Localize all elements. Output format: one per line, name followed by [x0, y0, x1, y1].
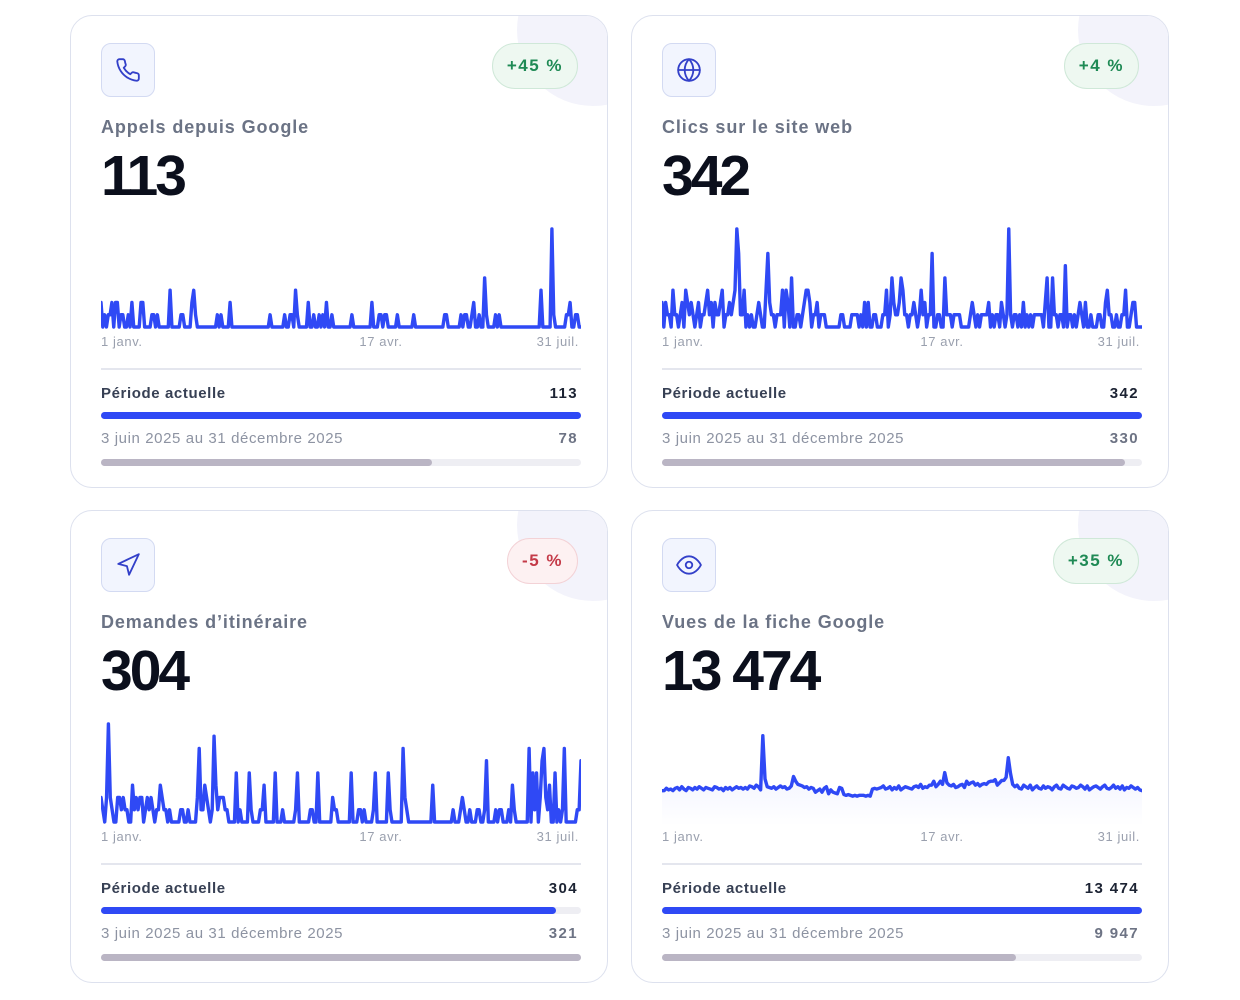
- previous-period-label: 3 juin 2025 au 31 décembre 2025: [101, 925, 344, 942]
- current-period-label: Période actuelle: [662, 880, 787, 897]
- previous-period-bar: [101, 459, 581, 466]
- card-title: Vues de la fiche Google: [662, 612, 886, 632]
- chart-svg: [101, 227, 581, 329]
- trend-badge: +4 %: [1063, 43, 1139, 89]
- line-chart: [662, 221, 1142, 331]
- card-value: 13 474: [662, 639, 821, 703]
- current-period-value: 304: [548, 880, 578, 897]
- card-profile-views: +35 % Vues de la fiche Google 13 474 1 j…: [631, 510, 1169, 983]
- previous-period-bar: [662, 954, 1142, 961]
- current-period-bar-fill: [662, 907, 1142, 914]
- current-period-label: Période actuelle: [101, 385, 226, 402]
- previous-period-label: 3 juin 2025 au 31 décembre 2025: [101, 430, 344, 447]
- card-value: 113: [101, 144, 187, 208]
- previous-period-bar-fill: [662, 954, 1017, 961]
- x-tick-label: 1 janv.: [662, 334, 704, 349]
- card-value: 304: [101, 639, 190, 703]
- globe-icon: [662, 43, 716, 97]
- x-tick-label: 31 juil.: [536, 334, 579, 349]
- previous-period-value: 9 947: [1094, 925, 1139, 942]
- x-tick-label: 1 janv.: [662, 829, 704, 844]
- x-tick-label: 31 juil.: [1097, 334, 1140, 349]
- eye-icon: [662, 538, 716, 592]
- card-calls: +45 % Appels depuis Google 113 1 janv. 1…: [70, 15, 608, 488]
- previous-period-label: 3 juin 2025 au 31 décembre 2025: [662, 430, 905, 447]
- previous-period-bar: [101, 954, 581, 961]
- card-title: Demandes d’itinéraire: [101, 612, 308, 632]
- x-tick-label: 17 avr.: [359, 829, 403, 844]
- card-directions: -5 % Demandes d’itinéraire 304 1 janv. 1…: [70, 510, 608, 983]
- current-period-bar: [662, 412, 1142, 419]
- previous-period-value: 78: [558, 430, 578, 447]
- x-tick-label: 31 juil.: [536, 829, 579, 844]
- x-tick-label: 1 janv.: [101, 829, 143, 844]
- divider: [662, 368, 1142, 370]
- current-period-bar-fill: [101, 907, 556, 914]
- x-tick-label: 1 janv.: [101, 334, 143, 349]
- series-line: [662, 227, 1142, 329]
- card-title: Clics sur le site web: [662, 117, 853, 137]
- previous-period-bar-fill: [101, 954, 581, 961]
- divider: [101, 863, 581, 865]
- card-website-clicks: +4 % Clics sur le site web 342 1 janv. 1…: [631, 15, 1169, 488]
- trend-badge: +45 %: [491, 43, 578, 89]
- navigation-icon: [101, 538, 155, 592]
- current-period-bar-fill: [662, 412, 1142, 419]
- series-line: [101, 722, 581, 824]
- previous-period-bar-fill: [662, 459, 1126, 466]
- current-period-bar: [101, 412, 581, 419]
- current-period-label: Période actuelle: [662, 385, 787, 402]
- card-title: Appels depuis Google: [101, 117, 310, 137]
- divider: [101, 368, 581, 370]
- x-tick-label: 31 juil.: [1097, 829, 1140, 844]
- card-value: 342: [662, 144, 751, 208]
- series-area: [662, 735, 1142, 826]
- series-line: [662, 734, 1142, 798]
- current-period-bar: [662, 907, 1142, 914]
- current-period-value: 113: [549, 385, 578, 402]
- area-chart: [662, 716, 1142, 826]
- previous-period-bar-fill: [101, 459, 433, 466]
- series-line: [101, 227, 581, 329]
- current-period-value: 342: [1109, 385, 1139, 402]
- x-tick-label: 17 avr.: [359, 334, 403, 349]
- current-period-bar: [101, 907, 581, 914]
- chart-svg: [662, 227, 1142, 329]
- current-period-bar-fill: [101, 412, 581, 419]
- current-period-label: Période actuelle: [101, 880, 226, 897]
- chart-svg: [101, 722, 581, 824]
- divider: [662, 863, 1142, 865]
- previous-period-label: 3 juin 2025 au 31 décembre 2025: [662, 925, 905, 942]
- line-chart: [101, 221, 581, 331]
- trend-badge: -5 %: [507, 538, 578, 584]
- x-tick-label: 17 avr.: [920, 334, 964, 349]
- previous-period-value: 330: [1109, 430, 1139, 447]
- line-chart: [101, 716, 581, 826]
- x-tick-label: 17 avr.: [920, 829, 964, 844]
- chart-svg: [662, 734, 1142, 826]
- phone-icon: [101, 43, 155, 97]
- previous-period-value: 321: [548, 925, 578, 942]
- trend-badge: +35 %: [1052, 538, 1139, 584]
- current-period-value: 13 474: [1084, 880, 1139, 897]
- previous-period-bar: [662, 459, 1142, 466]
